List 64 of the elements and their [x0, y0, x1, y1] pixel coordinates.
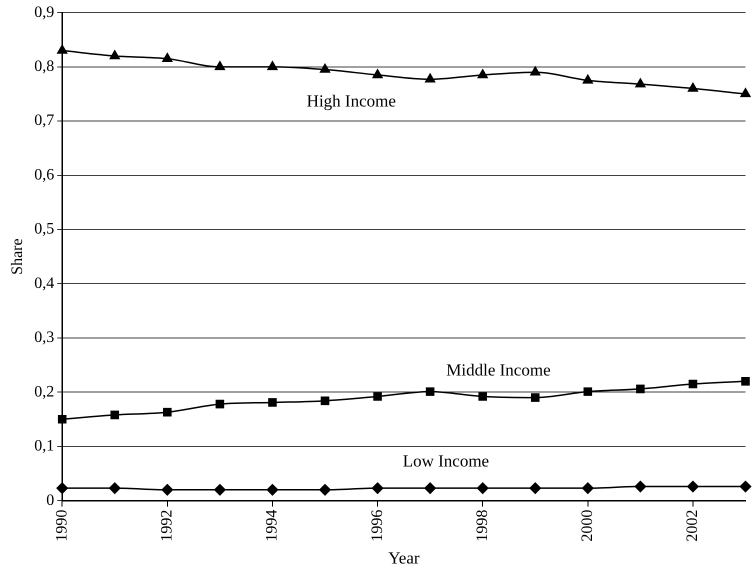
- y-tick-label: 0: [46, 492, 54, 509]
- point: [58, 414, 66, 424]
- point: [740, 88, 751, 98]
- y-tick-label: 0,8: [34, 58, 54, 76]
- point: [214, 484, 226, 496]
- point: [582, 482, 594, 494]
- point: [110, 50, 120, 60]
- point: [110, 410, 120, 420]
- x-tick-label: 2002: [684, 510, 702, 542]
- y-tick-label: 0,2: [34, 383, 54, 400]
- series-label: Low Income: [402, 452, 490, 471]
- point: [163, 408, 172, 417]
- y-tick-label: 0,7: [34, 112, 54, 130]
- point: [267, 61, 278, 70]
- point: [584, 387, 592, 396]
- y-tick-label: 0,1: [34, 438, 54, 455]
- x-tick-label: 2000: [579, 510, 596, 542]
- x-tick-label: 1990: [53, 510, 70, 542]
- point: [634, 480, 646, 492]
- point: [688, 82, 698, 92]
- series-label: Middle Income: [446, 360, 551, 380]
- point: [320, 396, 330, 406]
- point: [688, 380, 698, 388]
- x-tick-label: 1994: [264, 510, 281, 542]
- y-axis-title: Share: [8, 238, 26, 275]
- point: [740, 480, 752, 492]
- x-tick-label: 1998: [474, 510, 491, 542]
- point: [687, 480, 699, 492]
- point: [424, 482, 436, 494]
- point: [636, 384, 645, 394]
- y-tick-label: 0,6: [34, 166, 54, 184]
- point: [478, 69, 488, 78]
- y-tick-label: 0,9: [34, 4, 54, 21]
- point: [162, 52, 172, 62]
- point: [216, 400, 224, 408]
- point: [214, 61, 225, 70]
- point: [320, 64, 330, 73]
- point: [372, 69, 383, 78]
- y-tick-label: 0,3: [34, 329, 54, 346]
- point: [478, 392, 487, 401]
- point: [268, 398, 277, 407]
- point: [57, 44, 68, 54]
- series-label: High Income: [306, 92, 396, 111]
- point: [530, 66, 540, 76]
- point: [56, 482, 68, 494]
- point: [319, 484, 331, 496]
- point: [372, 482, 384, 494]
- point: [741, 377, 750, 386]
- point: [266, 484, 278, 496]
- point: [530, 393, 540, 402]
- point: [635, 78, 646, 88]
- point: [425, 74, 436, 83]
- point: [582, 74, 593, 84]
- point: [476, 482, 488, 494]
- x-axis-title: Year: [388, 548, 420, 568]
- y-tick-label: 0,4: [34, 274, 54, 292]
- point: [426, 387, 434, 396]
- point: [530, 482, 542, 494]
- point: [373, 392, 382, 401]
- x-tick-label: 1992: [158, 510, 176, 542]
- y-tick-label: 0,5: [34, 220, 54, 238]
- point: [162, 484, 174, 496]
- x-tick-label: 1996: [368, 510, 386, 542]
- point: [109, 482, 121, 494]
